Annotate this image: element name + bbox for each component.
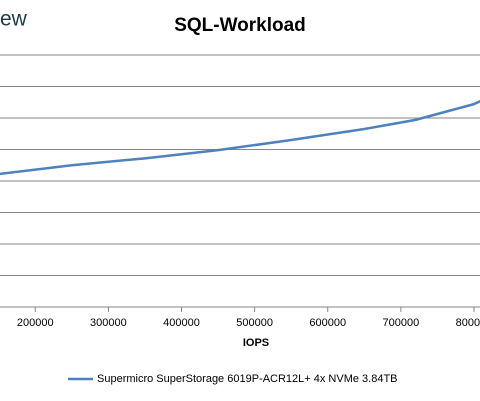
chart-title: SQL-Workload	[174, 15, 306, 36]
x-tick-label: 600000	[309, 317, 346, 329]
x-tick-label: 800000	[456, 317, 480, 329]
x-tick-label: 700000	[383, 317, 420, 329]
x-tick-label: 400000	[163, 317, 200, 329]
x-axis-label: IOPS	[243, 337, 269, 349]
x-tick-label: 500000	[236, 317, 273, 329]
x-tick-label: 200000	[17, 317, 54, 329]
legend-label: Supermicro SuperStorage 6019P-ACR12L+ 4x…	[97, 373, 398, 385]
logo: ew	[0, 8, 28, 31]
series-line	[0, 99, 480, 176]
x-tick-label: 300000	[90, 317, 127, 329]
